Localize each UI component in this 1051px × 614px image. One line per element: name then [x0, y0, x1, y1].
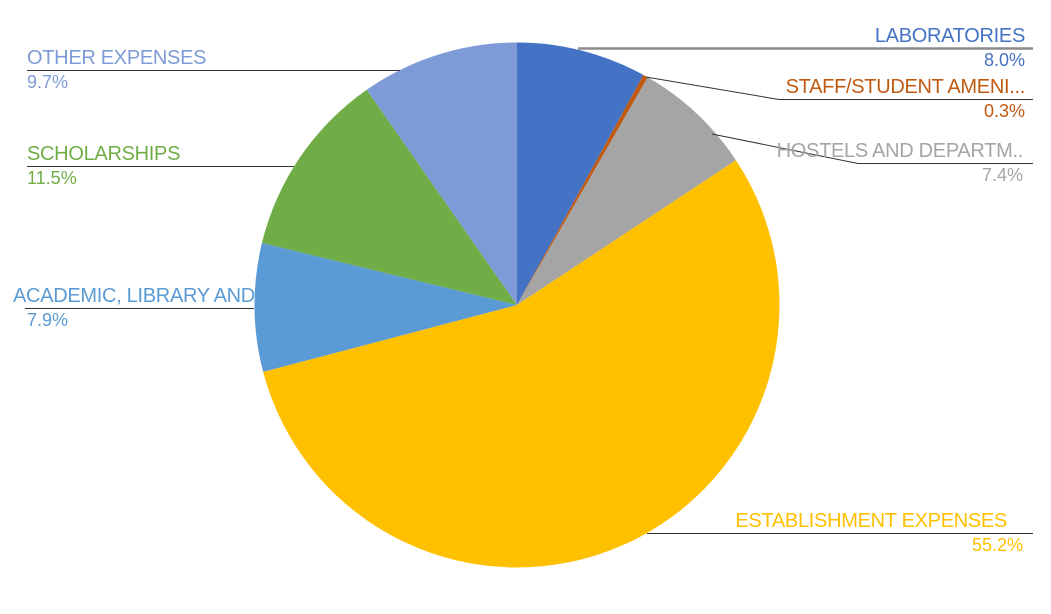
slice-label: SCHOLARSHIPS: [27, 143, 181, 165]
callout-establishment-expenses-pct: 55.2%: [972, 536, 1023, 554]
slice-label: STAFF/STUDENT AMENI...: [785, 76, 1026, 98]
pie-slice-other-expenses[interactable]: [366, 42, 517, 306]
callout-hostels-and-departments-pct: 7.4%: [982, 166, 1023, 184]
slice-percentage: 7.4%: [981, 165, 1023, 185]
slice-percentage: 7.9%: [27, 310, 69, 330]
leader-line-hostels-and-departments: [711, 133, 1033, 164]
callout-academic-library-pct: 7.9%: [27, 311, 68, 329]
slice-percentage: 9.7%: [27, 72, 69, 92]
slice-percentage: 8.0%: [983, 50, 1025, 70]
pie-slice-establishment-expenses[interactable]: [263, 160, 780, 568]
callout-academic-library: ACADEMIC, LIBRARY AND...: [13, 286, 271, 306]
slice-label: LABORATORIES: [874, 25, 1025, 47]
callout-staff-student-amenities-pct: 0.3%: [984, 102, 1025, 120]
slice-label: OTHER EXPENSES: [27, 47, 207, 69]
callout-scholarships-pct: 11.5%: [27, 169, 77, 187]
pie-slice-hostels-and-departm[interactable]: [517, 77, 736, 305]
slice-percentage: 11.5%: [27, 168, 77, 188]
callout-other-expenses-pct: 9.7%: [27, 73, 68, 91]
slice-label: HOSTELS AND DEPARTM..: [776, 140, 1024, 162]
slice-label: ESTABLISHMENT EXPENSES: [735, 510, 1007, 532]
slice-percentage: 55.2%: [971, 535, 1023, 555]
pie-slice-academic-library-and[interactable]: [254, 242, 518, 372]
callout-scholarships: SCHOLARSHIPS: [27, 144, 180, 164]
pie-slice-laboratories[interactable]: [517, 42, 644, 306]
leader-line-staff-student-amenities: [645, 76, 1033, 100]
callout-laboratories: LABORATORIES: [875, 26, 1025, 46]
callout-hostels-and-departments: HOSTELS AND DEPARTM..: [776, 140, 1024, 162]
callout-establishment-expenses: ESTABLISHMENT EXPENSES: [735, 511, 1007, 531]
slice-label: ACADEMIC, LIBRARY AND...: [13, 285, 271, 307]
pie-slice-scholarships[interactable]: [261, 89, 517, 305]
callout-laboratories-pct: 8.0%: [984, 51, 1025, 69]
callout-other-expenses: OTHER EXPENSES: [27, 48, 206, 68]
pie-slice-staff-student-ameni[interactable]: [517, 74, 648, 305]
callout-staff-student-amenities: STAFF/STUDENT AMENI...: [785, 76, 1026, 98]
slice-percentage: 0.3%: [983, 101, 1025, 121]
